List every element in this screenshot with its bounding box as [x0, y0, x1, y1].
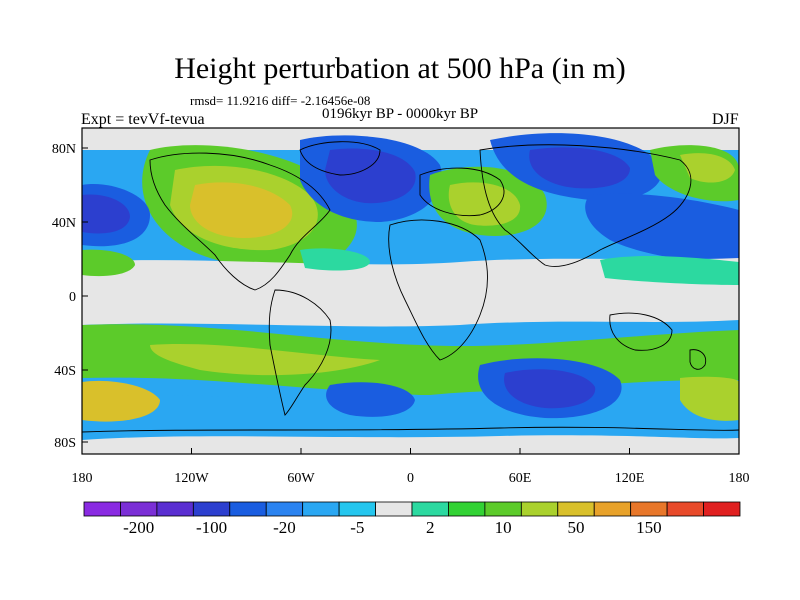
colorbar-swatch [593, 501, 632, 517]
lon-ticks: 180 120W 60W 0 60E 120E 180 [72, 448, 750, 486]
colorbar-swatch [375, 501, 413, 517]
colorbar-swatch [120, 501, 158, 517]
colorbar-label: -100 [195, 518, 228, 537]
stats-label: rmsd= 11.9216 diff= -2.16456e-08 [190, 93, 371, 108]
experiment-label: Expt = tevVf-tevua [81, 111, 205, 128]
colorbar-swatch [448, 501, 486, 517]
coastlines [82, 141, 739, 433]
lat-ticks: 80N 40N 0 40S 80S [52, 142, 88, 451]
lon-tick-label: 120E [615, 471, 645, 486]
colorbar-swatch [156, 501, 194, 517]
colorbar-swatch [557, 501, 595, 517]
colorbar-label: 2 [425, 518, 435, 537]
lon-tick-label: 180 [729, 471, 750, 486]
lon-tick-label: 0 [407, 471, 414, 486]
lon-tick-label: 120W [174, 471, 209, 486]
lat-tick-label: 40N [52, 216, 76, 231]
colorbar-swatch [703, 501, 741, 517]
colorbar-label: 10 [494, 518, 512, 537]
colorbar-label: 150 [636, 518, 662, 537]
colorbar-swatch [302, 501, 340, 517]
contour-field [82, 128, 739, 454]
chart-title: Height perturbation at 500 hPa (in m) [174, 52, 626, 85]
lon-tick-label: 60E [509, 471, 532, 486]
colorbar-swatch [338, 501, 376, 517]
colorbar-swatch [630, 501, 668, 517]
colorbar-label: -200 [123, 518, 155, 537]
period-label: 0196kyr BP - 0000kyr BP [322, 106, 479, 122]
colorbar-swatch [83, 501, 121, 517]
colorbar-swatch [484, 501, 522, 517]
colorbar-label: -5 [350, 518, 365, 537]
colorbar-swatch [229, 501, 267, 517]
lon-tick-label: 180 [72, 471, 93, 486]
lon-tick-label: 60W [287, 471, 315, 486]
lat-tick-label: 40S [54, 364, 76, 379]
colorbar-label: -20 [273, 518, 296, 537]
colorbar-swatch [666, 501, 704, 517]
colorbar [83, 501, 741, 517]
lat-tick-label: 80S [54, 436, 76, 451]
colorbar-swatch [520, 501, 559, 517]
lat-tick-label: 0 [69, 290, 76, 305]
colorbar-swatch [265, 501, 304, 517]
colorbar-swatch [411, 501, 449, 517]
season-label: DJF [712, 111, 739, 128]
colorbar-swatch [192, 501, 231, 517]
colorbar-label: 50 [567, 518, 585, 537]
lat-tick-label: 80N [52, 142, 76, 157]
